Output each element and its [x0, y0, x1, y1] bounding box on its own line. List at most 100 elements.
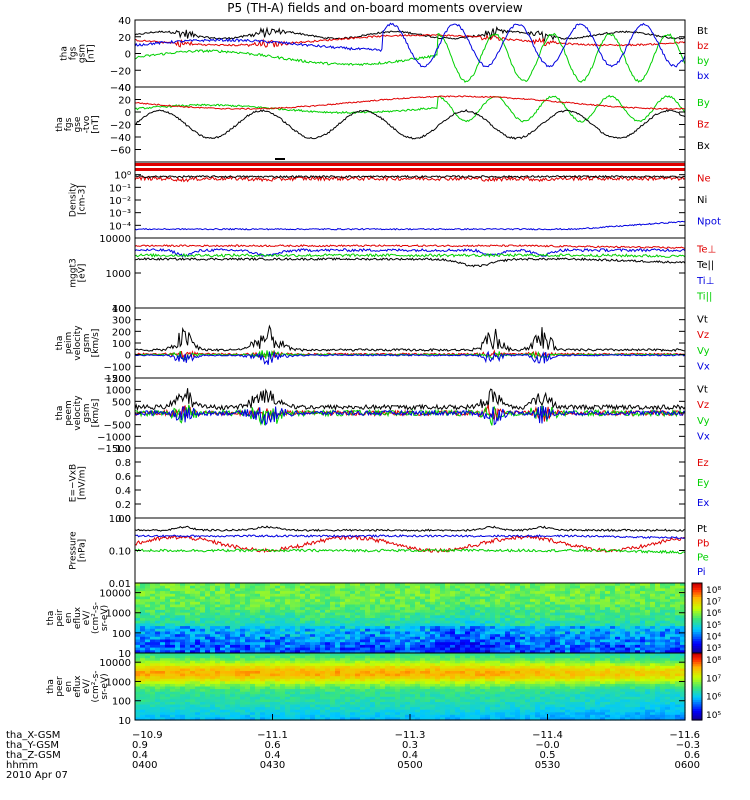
spectrogram-cell [360, 673, 366, 677]
spectrogram-cell [655, 591, 661, 595]
spectrogram-cell [350, 676, 356, 680]
spectrogram-cell [260, 585, 266, 589]
spectrogram-cell [370, 696, 376, 700]
spectrogram-cell [405, 626, 411, 630]
spectrogram-cell [355, 678, 361, 682]
spectrogram-cell [325, 583, 331, 587]
spectrogram-cell [625, 612, 631, 616]
series-line-blue [134, 247, 686, 258]
spectrogram-cell [380, 668, 386, 672]
spectrogram-cell [440, 655, 446, 659]
spectrogram-cell [250, 615, 256, 619]
spectrogram-cell [455, 650, 461, 654]
spectrogram-cell [455, 681, 461, 685]
spectrogram-cell [590, 601, 596, 606]
spectrogram-cell [455, 601, 461, 606]
spectrogram-cell [375, 599, 381, 603]
spectrogram-cell [170, 636, 176, 641]
spectrogram-cell [235, 601, 241, 606]
spectrogram-cell [155, 593, 161, 598]
spectrogram-cell [465, 607, 471, 611]
spectrogram-cell [295, 601, 301, 606]
spectrogram-cell [240, 588, 246, 592]
spectrogram-cell [540, 626, 546, 630]
spectrogram-cell [370, 609, 376, 614]
spectrogram-cell [280, 588, 286, 592]
spectrogram-cell [230, 673, 236, 677]
spectrogram-cell [230, 583, 236, 587]
spectrogram-cell [200, 626, 206, 630]
spectrogram-cell [385, 665, 391, 670]
spectrogram-cell [315, 671, 321, 675]
spectrogram-cell [545, 634, 551, 638]
spectrogram-cell [480, 623, 486, 627]
spectrogram-cell [205, 631, 211, 635]
spectrogram-cell [155, 650, 161, 654]
spectrogram-cell [625, 601, 631, 606]
spectrogram-cell [655, 628, 661, 633]
spectrogram-cell [285, 683, 291, 688]
spectrogram-cell [265, 591, 271, 595]
spectrogram-cell [325, 650, 331, 654]
spectrogram-cell [315, 702, 321, 706]
spectrogram-cell [300, 668, 306, 672]
spectrogram-cell [350, 663, 356, 667]
spectrogram-cell [460, 689, 466, 693]
spectrogram-cell [160, 647, 166, 651]
spectrogram-cell [645, 609, 651, 614]
spectrogram-cell [515, 626, 521, 630]
spectrogram-cell [415, 704, 421, 708]
spectrogram-cell [305, 591, 311, 595]
spectrogram-cell [330, 686, 336, 690]
legend-entry: Te|| [696, 260, 714, 271]
spectrogram-cell [600, 620, 606, 624]
spectrogram-cell [425, 691, 431, 695]
spectrogram-cell [450, 686, 456, 690]
spectrogram-cell [380, 642, 386, 646]
spectrogram-cell [245, 665, 251, 670]
spectrogram-cell [395, 696, 401, 700]
spectrogram-cell [155, 634, 161, 638]
spectrogram-cell [290, 601, 296, 606]
spectrogram-cell [290, 623, 296, 627]
spectrogram-cell [315, 678, 321, 682]
spectrogram-cell [270, 604, 276, 608]
spectrogram-cell [280, 663, 286, 667]
spectrogram-cell [475, 642, 481, 646]
spectrogram-cell [605, 612, 611, 616]
spectrogram-cell [570, 626, 576, 630]
spectrogram-cell [150, 683, 156, 688]
spectrogram-cell [380, 665, 386, 670]
spectrogram-cell [430, 658, 436, 662]
spectrogram-cell [250, 585, 256, 589]
spectrogram-cell [175, 699, 181, 703]
spectrogram-cell [355, 634, 361, 638]
spectrogram-cell [405, 696, 411, 700]
spectrogram-cell [375, 683, 381, 688]
spectrogram-cell [370, 642, 376, 646]
spectrogram-cell [265, 712, 271, 716]
spectrogram-cell [545, 585, 551, 589]
spectrogram-cell [275, 642, 281, 646]
spectrogram-cell [160, 668, 166, 672]
spectrogram-cell [265, 585, 271, 589]
spectrogram-cell [355, 604, 361, 608]
spectrogram-cell [340, 704, 346, 708]
spectrogram-cell [595, 607, 601, 611]
spectrogram-cell [220, 636, 226, 641]
spectrogram-cell [220, 671, 226, 675]
spectrogram-cell [255, 658, 261, 662]
spectrogram-cell [415, 712, 421, 716]
spectrogram-cell [210, 618, 216, 622]
spectrogram-cell [245, 653, 251, 657]
spectrogram-cell [390, 665, 396, 670]
spectrogram-cell [470, 596, 476, 600]
spectrogram-cell [495, 631, 501, 635]
spectrogram-cell [535, 601, 541, 606]
spectrogram-cell [560, 644, 566, 649]
spectrogram-cell [580, 626, 586, 630]
spectrogram-cell [460, 591, 466, 595]
spectrogram-cell [185, 712, 191, 716]
spectrogram-cell [540, 644, 546, 649]
spectrogram-cell [465, 599, 471, 603]
